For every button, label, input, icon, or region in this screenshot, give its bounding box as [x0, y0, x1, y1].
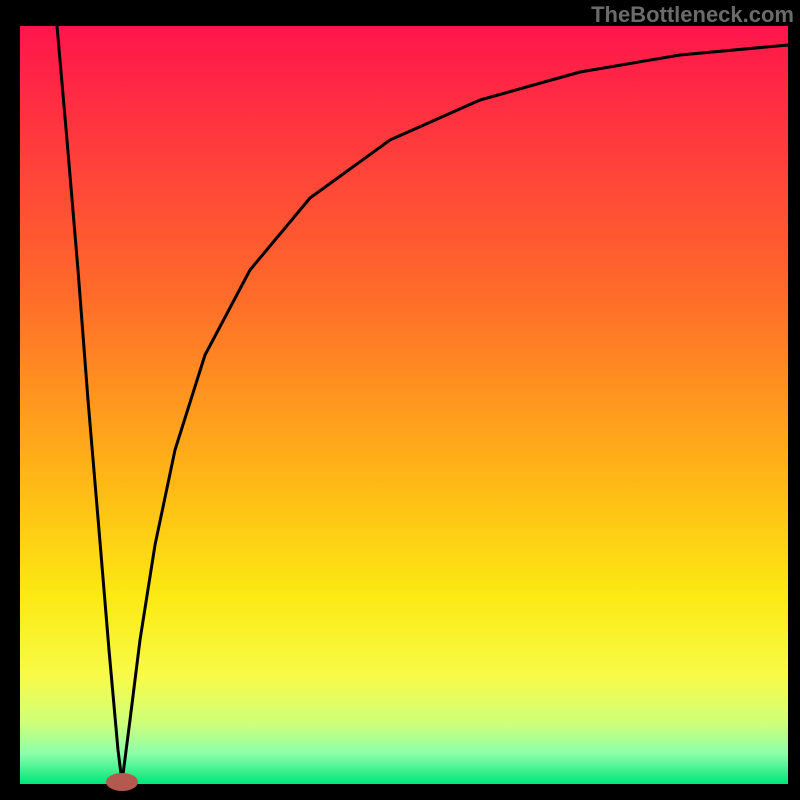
watermark-text: TheBottleneck.com: [591, 2, 794, 28]
bottleneck-curve: [57, 26, 788, 782]
chart-container: TheBottleneck.com: [0, 0, 800, 800]
curve-svg: [0, 0, 800, 800]
minimum-marker: [106, 773, 138, 791]
